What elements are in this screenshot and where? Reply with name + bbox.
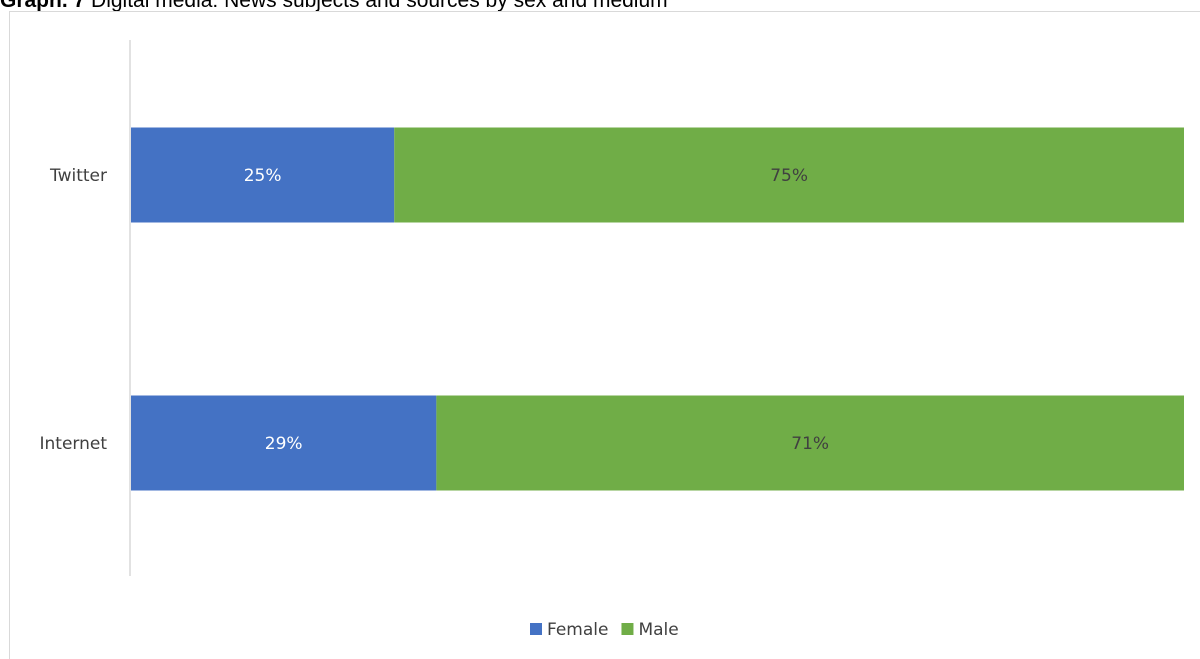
bar-female-twitter: [131, 127, 395, 223]
category-label-internet: Internet: [39, 434, 107, 454]
chart-title: Graph. 7 Digital media: News subjects an…: [0, 0, 668, 11]
bar-male-internet: [436, 395, 1184, 491]
data-label-female-internet: 29%: [265, 434, 303, 454]
data-label-male-twitter: 75%: [770, 166, 808, 186]
chart-title-text: Digital media: News subjects and sources…: [91, 0, 668, 12]
legend-label-male: Male: [638, 620, 678, 640]
data-label-male-internet: 71%: [791, 434, 829, 454]
bar-female-internet: [131, 395, 437, 491]
chart-frame: [9, 11, 1200, 659]
bar-male-twitter: [394, 127, 1184, 223]
legend-swatch-male: [621, 623, 634, 635]
chart-title-prefix: Graph. 7: [0, 0, 86, 12]
category-label-twitter: Twitter: [49, 166, 107, 186]
data-label-female-twitter: 25%: [244, 166, 282, 186]
legend-label-female: Female: [547, 620, 608, 640]
legend-swatch-female: [530, 623, 542, 635]
